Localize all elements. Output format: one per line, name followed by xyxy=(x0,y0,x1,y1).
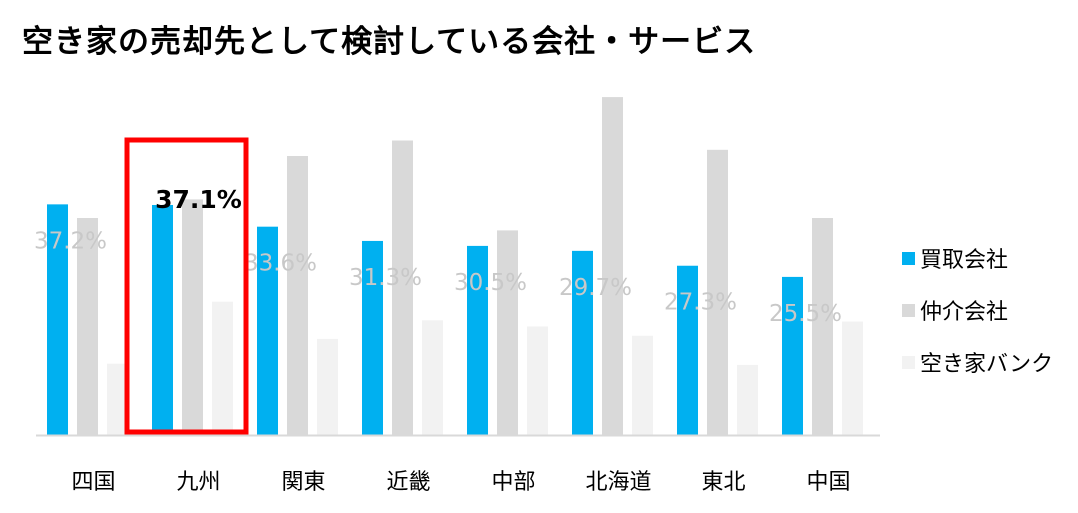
data-label: 33.6% xyxy=(244,251,317,277)
bar-1-1 xyxy=(47,204,68,435)
bar-2-3 xyxy=(287,156,308,435)
legend-swatch xyxy=(902,303,915,317)
data-label: 29.7% xyxy=(559,275,632,301)
bar-1-2 xyxy=(152,204,173,435)
bar-1-8 xyxy=(782,276,803,435)
bar-3-7 xyxy=(737,364,758,435)
data-label: 27.3% xyxy=(664,290,737,316)
chart-legend: 買取会社仲介会社空き家バンク xyxy=(902,232,1053,388)
data-label: 30.5% xyxy=(454,270,527,296)
legend-swatch xyxy=(902,251,915,265)
legend-label: 空き家バンク xyxy=(920,352,1054,377)
legend-item: 買取会社 xyxy=(902,232,1053,284)
bar-1-6 xyxy=(572,250,593,435)
bar-2-7 xyxy=(707,149,728,436)
bar-2-2 xyxy=(182,199,203,435)
x-tick-label: 北海道 xyxy=(585,470,651,495)
bar-1-3 xyxy=(257,226,278,435)
bar-2-5 xyxy=(497,230,518,435)
data-label: 37.2% xyxy=(34,228,107,254)
x-tick-label: 近畿 xyxy=(386,470,430,495)
legend-label: 買取会社 xyxy=(920,248,1009,273)
x-tick-label: 中国 xyxy=(806,470,850,495)
bar-3-8 xyxy=(842,321,863,435)
bar-3-3 xyxy=(317,338,338,435)
chart-title: 空き家の売却先として検討している会社・サービス xyxy=(22,24,757,60)
bar-1-5 xyxy=(467,245,488,435)
legend-item: 空き家バンク xyxy=(902,336,1053,388)
bar-3-4 xyxy=(422,320,443,435)
x-tick-label: 四国 xyxy=(71,470,115,495)
bar-3-2 xyxy=(212,301,233,435)
x-tick-label: 東北 xyxy=(701,470,745,495)
bar-3-1 xyxy=(107,363,128,435)
bar-2-6 xyxy=(602,97,623,435)
legend-item: 仲介会社 xyxy=(902,284,1053,336)
highlight-box xyxy=(124,137,249,435)
legend-label: 仲介会社 xyxy=(920,300,1009,325)
x-tick-label: 九州 xyxy=(176,470,220,495)
bar-1-7 xyxy=(677,265,698,435)
bar-3-6 xyxy=(632,335,653,435)
x-tick-label: 中部 xyxy=(491,470,535,495)
x-tick-label: 関東 xyxy=(281,470,325,495)
bars-group xyxy=(47,97,863,436)
bar-2-1 xyxy=(77,218,98,435)
data-label: 25.5% xyxy=(769,301,842,327)
bar-1-4 xyxy=(362,240,383,435)
data-label: 31.3% xyxy=(349,265,422,291)
legend-swatch xyxy=(902,355,915,369)
data-label: 37.1% xyxy=(155,185,242,214)
bar-3-5 xyxy=(527,326,548,435)
bar-2-4 xyxy=(392,140,413,435)
bar-2-8 xyxy=(812,218,833,435)
